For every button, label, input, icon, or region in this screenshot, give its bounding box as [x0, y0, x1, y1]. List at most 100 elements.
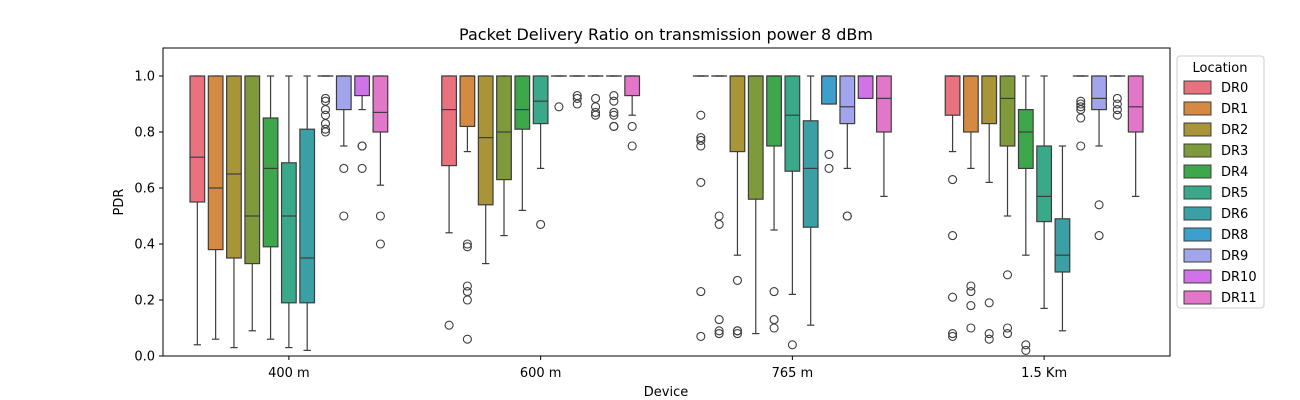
outlier-point [696, 177, 706, 187]
outlier-point [339, 211, 349, 221]
iqr-box [821, 75, 837, 105]
iqr-box [729, 75, 746, 153]
box-dr0-2 [692, 75, 709, 341]
box-dr3-2 [747, 75, 764, 335]
box-dr1-2 [711, 75, 728, 339]
legend-swatch-dr1 [1183, 101, 1212, 116]
iqr-box [335, 75, 352, 111]
legend-label-dr3: DR3 [1221, 144, 1248, 159]
outlier-point [966, 323, 976, 333]
legend-label-dr8: DR8 [1221, 228, 1248, 243]
outlier-point [1021, 345, 1031, 355]
outlier-point [609, 110, 619, 120]
box-dr6-3 [1054, 145, 1071, 332]
iqr-box [1054, 218, 1071, 273]
outlier-point [572, 99, 582, 109]
outlier-point [984, 298, 994, 308]
outlier-point [609, 107, 619, 117]
x-tick-label: 600 m [520, 366, 562, 381]
iqr-box [496, 75, 512, 181]
iqr-box [981, 75, 998, 125]
legend-label-dr2: DR2 [1221, 123, 1248, 138]
box-dr2-3 [981, 75, 998, 344]
box-dr5-3 [1036, 75, 1053, 309]
box-dr10-0 [354, 75, 371, 173]
box-dr1-0 [207, 75, 224, 340]
outlier-point [824, 149, 834, 159]
box-dr1-1 [459, 75, 476, 344]
legend-swatch-dr11 [1183, 290, 1212, 305]
box-dr10-2 [857, 75, 874, 100]
series-dr1 [207, 75, 979, 344]
outlier-point [554, 102, 564, 112]
x-axis-label: Device [644, 385, 688, 400]
outlier-point [1021, 340, 1031, 350]
series-dr4 [262, 75, 1034, 355]
x-axis: 400 m 600 m 765 m 1.5 Km [268, 356, 1067, 381]
series-dr10 [354, 75, 1126, 173]
box-dr11-2 [875, 75, 892, 197]
legend-swatch-dr10 [1183, 269, 1212, 284]
series-dr0 [189, 75, 961, 346]
y-tick-label: 0.8 [134, 126, 155, 141]
iqr-box [459, 75, 476, 128]
outlier-point [609, 91, 619, 101]
box-dr8-3 [1072, 75, 1089, 151]
outlier-point [696, 110, 706, 120]
outlier-point [462, 334, 472, 344]
box-dr2-2 [729, 75, 746, 339]
series-dr11 [372, 75, 1144, 249]
outlier-point [462, 242, 472, 252]
box-dr11-0 [372, 75, 389, 249]
y-tick-label: 0.2 [134, 294, 155, 309]
outlier-point [609, 121, 619, 131]
box-dr9-3 [1091, 75, 1107, 241]
legend-label-dr10: DR10 [1221, 270, 1257, 285]
box-dr5-1 [532, 75, 549, 229]
outlier-point [1002, 323, 1013, 333]
outlier-point [966, 287, 976, 297]
outlier-point [1112, 93, 1122, 103]
outlier-point [948, 175, 958, 185]
iqr-box [802, 120, 819, 228]
iqr-box [207, 75, 224, 251]
iqr-box [477, 75, 494, 206]
legend-label-dr9: DR9 [1221, 249, 1248, 264]
outlier-point [627, 141, 637, 151]
legend-swatch-dr5 [1183, 185, 1212, 200]
legend-label-dr0: DR0 [1221, 81, 1248, 96]
series-dr5 [280, 75, 1053, 350]
outlier-point [732, 329, 742, 339]
iqr-box [1091, 75, 1107, 111]
outlier-point [320, 93, 331, 103]
box-dr4-2 [766, 75, 782, 333]
box-dr6-0 [299, 75, 316, 351]
legend-swatch-dr9 [1183, 248, 1212, 263]
box-dr0-0 [189, 75, 206, 346]
legend-swatch-dr2 [1183, 122, 1212, 137]
series-dr8 [317, 75, 1089, 173]
iqr-box [1127, 75, 1144, 133]
outlier-point [320, 127, 331, 137]
iqr-box [784, 75, 801, 172]
box-dr2-1 [477, 75, 494, 265]
outlier-point [1002, 329, 1013, 339]
outlier-point [984, 334, 994, 344]
outlier-point [1112, 105, 1122, 115]
outlier-point [732, 275, 742, 285]
box-dr1-3 [962, 75, 979, 333]
legend-swatch-dr8 [1183, 227, 1212, 242]
legend-swatch-dr0 [1183, 80, 1212, 95]
legend-label-dr5: DR5 [1221, 186, 1248, 201]
box-dr5-2 [784, 75, 801, 350]
box-dr3-3 [999, 75, 1016, 339]
outlier-point [696, 135, 706, 145]
box-dr5-0 [280, 75, 297, 349]
outlier-point [714, 326, 724, 336]
outlier-point [948, 329, 958, 339]
outlier-point [1112, 110, 1122, 120]
outlier-point [1076, 102, 1086, 112]
outlier-point [1076, 113, 1086, 123]
x-tick-label: 1.5 Km [1021, 366, 1067, 381]
